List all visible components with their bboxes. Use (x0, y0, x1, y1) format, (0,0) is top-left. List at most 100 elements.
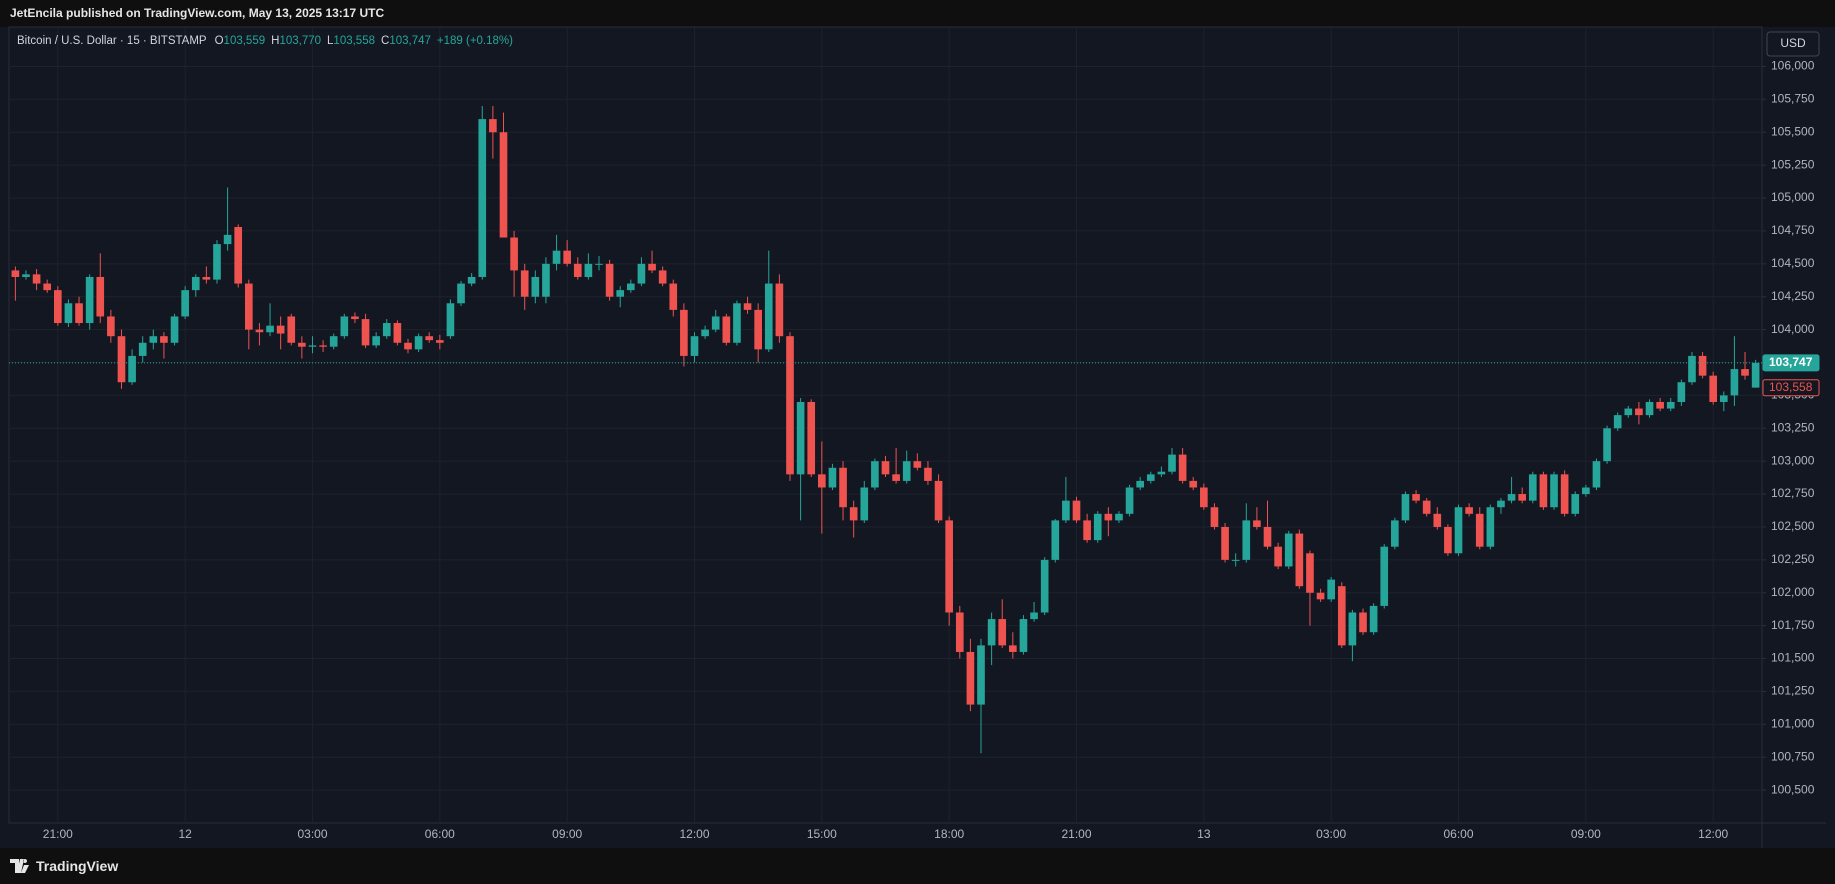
y-tick-label: 101,000 (1771, 716, 1815, 730)
y-tick-label: 101,500 (1771, 651, 1815, 665)
candle-body (128, 355, 136, 383)
legend-key: H (271, 35, 279, 47)
x-tick-label: 09:00 (552, 827, 582, 841)
price-label: 103,558 (1769, 380, 1813, 394)
publish-bar: JetEncila published on TradingView.com, … (0, 0, 1835, 27)
candle-body (382, 323, 391, 337)
candle-body (1062, 500, 1070, 521)
candle-body (595, 263, 603, 265)
y-tick-label: 102,000 (1771, 585, 1815, 599)
candle-body (223, 234, 232, 245)
candle-body (552, 250, 561, 264)
candle-body (1666, 401, 1675, 409)
legend-value: 103,770 (279, 35, 321, 47)
candle-body (308, 345, 317, 347)
candle-body (1603, 428, 1611, 462)
candle-body (701, 329, 709, 337)
legend-key: C (381, 35, 389, 47)
candle-body (818, 474, 826, 488)
candle-body (1507, 494, 1516, 501)
candle-body (85, 276, 94, 324)
y-tick-label: 102,500 (1771, 519, 1815, 533)
candle-body (53, 290, 62, 324)
candle-body (96, 276, 105, 317)
candle-body (1348, 612, 1357, 646)
candle-body (1146, 474, 1155, 481)
candle-body (340, 316, 349, 337)
y-tick-label: 103,250 (1771, 420, 1815, 434)
currency: USD (1780, 36, 1806, 50)
candle-body (860, 487, 869, 521)
candle-body (64, 303, 73, 324)
candle-body (1136, 480, 1144, 488)
candle-body (542, 263, 550, 297)
candle-body (1178, 454, 1187, 481)
candle-body (998, 619, 1007, 646)
candle-body (1030, 612, 1038, 620)
candle-body (255, 329, 264, 333)
candle-body (107, 316, 115, 337)
y-tick-label: 104,500 (1771, 256, 1815, 270)
brand: TradingView (36, 858, 119, 874)
logo (10, 859, 29, 873)
candle-body (1635, 408, 1643, 416)
candle-body (1263, 526, 1272, 547)
candle-body (1019, 619, 1028, 652)
candle-body (276, 325, 285, 334)
candle-body (213, 244, 221, 280)
y-tick-label: 104,750 (1771, 223, 1815, 237)
y-tick-label: 105,500 (1771, 124, 1815, 138)
candle-body (1412, 494, 1420, 501)
candle-body (1465, 507, 1473, 514)
candle-body (658, 270, 667, 284)
legend-key: O (215, 35, 224, 47)
candle-body (733, 303, 741, 343)
candle-body (966, 651, 975, 705)
currency-button[interactable] (1766, 31, 1820, 57)
candle-body (754, 309, 762, 350)
candle-body (743, 303, 752, 310)
y-tick-label: 106,000 (1771, 59, 1815, 73)
candle-body (1560, 474, 1569, 514)
x-tick-label: 21:00 (1061, 827, 1091, 841)
candle-body (1200, 487, 1208, 508)
candle-body (1730, 369, 1739, 396)
candle-body (404, 342, 412, 350)
x-tick-label: 21:00 (43, 827, 73, 841)
candle-body (138, 342, 147, 356)
x-tick-label: 12 (178, 827, 192, 841)
candle-body (1210, 507, 1219, 527)
x-tick-label: 06:00 (425, 827, 455, 841)
footer: TradingView (0, 848, 1835, 884)
change: +189 (+0.18%) (437, 35, 513, 47)
y-tick-label: 100,500 (1771, 782, 1815, 796)
candle-body (43, 283, 52, 291)
candle-body (839, 467, 847, 508)
candle-body (1337, 586, 1346, 646)
plot-area (8, 26, 1763, 824)
candle-body (1231, 559, 1240, 561)
candle-body (1486, 507, 1495, 547)
y-tick-label: 104,250 (1771, 289, 1815, 303)
candle-body (680, 309, 688, 356)
candle-body (669, 283, 678, 310)
legend-key: L (327, 35, 334, 47)
candle-body (202, 276, 211, 280)
price-label-box (1762, 379, 1820, 397)
candle-body (1592, 461, 1601, 488)
candle-body (627, 283, 635, 291)
candle-body (32, 274, 41, 284)
candle-body (22, 274, 30, 277)
candle-body (1528, 474, 1537, 501)
candle-body (510, 237, 518, 271)
candle-body (584, 263, 593, 277)
candle-body (1698, 355, 1707, 376)
candle-body (1433, 513, 1442, 527)
candle-body (849, 507, 858, 521)
candle-body (298, 342, 306, 347)
candle-body (1380, 546, 1389, 606)
candle-body (1327, 579, 1335, 600)
candle-body (11, 270, 20, 277)
candle-body (1253, 520, 1261, 527)
